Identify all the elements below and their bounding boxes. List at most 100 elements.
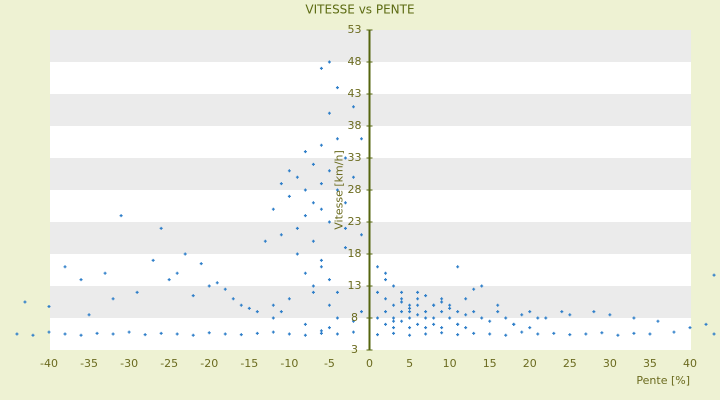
- point: [335, 137, 339, 141]
- point: [536, 332, 540, 336]
- point: [496, 303, 500, 307]
- point: [159, 331, 163, 335]
- point: [528, 326, 532, 330]
- point: [127, 330, 131, 334]
- point: [408, 316, 412, 320]
- x-tick-label: 20: [523, 357, 537, 370]
- x-tick-label: 0: [366, 357, 373, 370]
- point: [79, 278, 83, 282]
- point: [343, 226, 347, 230]
- point: [103, 271, 107, 275]
- point: [376, 316, 380, 320]
- point: [400, 297, 404, 301]
- point: [271, 330, 275, 334]
- point: [175, 332, 179, 336]
- y-tick-label: 38: [348, 119, 362, 132]
- x-tick-label: -5: [324, 357, 335, 370]
- y-tick-label: 18: [348, 247, 362, 260]
- point: [135, 290, 139, 294]
- point: [376, 265, 380, 269]
- point: [327, 220, 331, 224]
- point: [424, 332, 428, 336]
- point: [456, 310, 460, 314]
- point: [47, 304, 51, 308]
- point: [23, 300, 27, 304]
- point: [616, 333, 620, 337]
- y-tick-label: 48: [348, 55, 362, 68]
- point: [448, 306, 452, 310]
- x-tick-label: -10: [280, 357, 298, 370]
- point: [424, 326, 428, 330]
- point: [456, 322, 460, 326]
- point: [560, 310, 564, 314]
- point: [319, 207, 323, 211]
- point: [400, 310, 404, 314]
- point: [215, 281, 219, 285]
- point: [552, 331, 556, 335]
- point: [608, 313, 612, 317]
- point: [464, 297, 468, 301]
- point: [319, 143, 323, 147]
- point: [456, 333, 460, 337]
- point: [488, 319, 492, 323]
- point: [392, 331, 396, 335]
- y-tick-label: 43: [348, 87, 362, 100]
- point: [584, 332, 588, 336]
- point: [504, 333, 508, 337]
- point: [271, 303, 275, 307]
- point: [159, 226, 163, 230]
- point: [480, 284, 484, 288]
- point: [303, 150, 307, 154]
- point: [327, 111, 331, 115]
- point: [191, 294, 195, 298]
- x-tick-label: -20: [200, 357, 218, 370]
- point: [119, 214, 123, 218]
- point: [416, 290, 420, 294]
- point: [351, 105, 355, 109]
- point: [255, 331, 259, 335]
- point: [351, 330, 355, 334]
- point: [408, 306, 412, 310]
- point: [327, 60, 331, 64]
- point: [207, 331, 211, 335]
- point: [424, 310, 428, 314]
- point: [335, 86, 339, 90]
- point: [319, 265, 323, 269]
- point: [376, 290, 380, 294]
- point: [199, 262, 203, 266]
- point: [408, 303, 412, 307]
- point: [95, 331, 99, 335]
- point: [416, 297, 420, 301]
- x-tick-label: -35: [80, 357, 98, 370]
- point: [279, 310, 283, 314]
- point: [359, 310, 363, 314]
- point: [255, 310, 259, 314]
- point: [351, 175, 355, 179]
- point: [303, 271, 307, 275]
- point: [311, 290, 315, 294]
- point: [520, 330, 524, 334]
- point: [223, 287, 227, 291]
- point: [335, 188, 339, 192]
- point: [111, 332, 115, 336]
- point: [47, 330, 51, 334]
- point: [343, 246, 347, 250]
- x-tick-label: 15: [483, 357, 497, 370]
- point: [311, 162, 315, 166]
- point: [400, 290, 404, 294]
- point: [327, 303, 331, 307]
- point: [319, 331, 323, 335]
- point: [359, 137, 363, 141]
- point: [440, 310, 444, 314]
- point: [327, 326, 331, 330]
- point: [424, 316, 428, 320]
- y-axis-label: Vitesse [km/h]: [333, 150, 346, 230]
- point: [432, 303, 436, 307]
- point: [632, 316, 636, 320]
- point: [472, 310, 476, 314]
- point: [440, 300, 444, 304]
- point: [167, 278, 171, 282]
- point: [568, 333, 572, 337]
- point: [359, 233, 363, 237]
- point: [384, 297, 388, 301]
